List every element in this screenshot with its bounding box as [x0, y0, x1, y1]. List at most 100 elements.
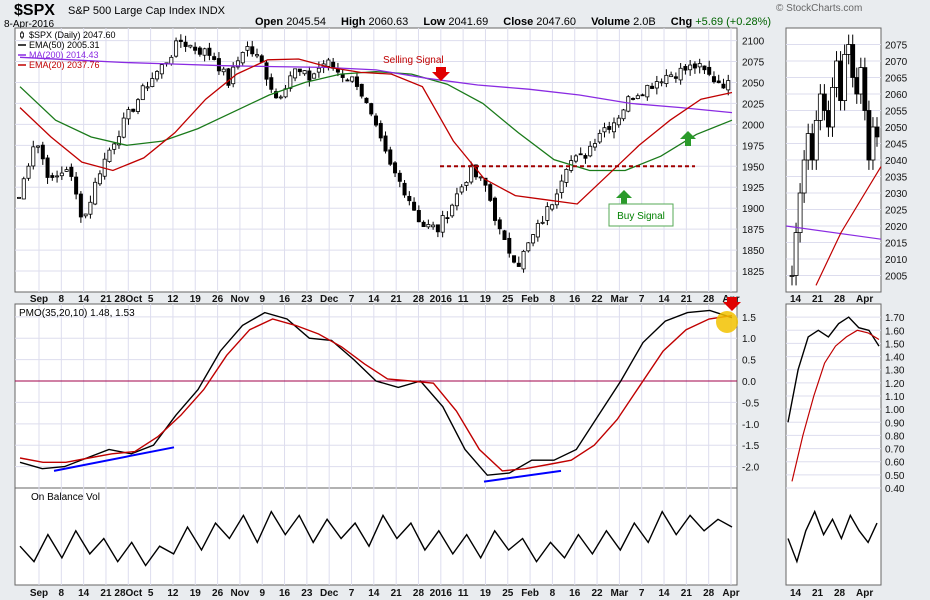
x-tick-label: 19: [480, 294, 492, 305]
candle-body: [83, 213, 88, 217]
x-tick-label: Dec: [320, 294, 339, 305]
candle-body: [302, 70, 307, 75]
candle-body: [454, 193, 459, 207]
pmo-y-tick: 1.5: [742, 313, 756, 324]
candle-body: [393, 162, 398, 174]
series-divergence-2: [483, 469, 562, 483]
price-y-tick: 1950: [742, 162, 765, 173]
inset-pmo-y-tick: 1.60: [885, 326, 905, 337]
candle-body: [688, 64, 693, 71]
candle-body: [259, 55, 264, 63]
candle-body: [188, 44, 193, 48]
x-tick-label: Nov: [230, 294, 249, 305]
x-tick-label: 19: [190, 294, 202, 305]
inset-pmo-y-tick: 0.90: [885, 418, 905, 429]
x-tick-label: 23: [301, 294, 313, 305]
x-tick-label-bottom: 28: [413, 588, 425, 599]
candle-body: [59, 172, 64, 177]
inset-candle-body: [858, 67, 864, 95]
candle-body: [97, 173, 102, 185]
candle-body: [135, 99, 140, 112]
inset-candle-body: [866, 110, 872, 161]
x-tick-label-bottom: 7: [639, 588, 645, 599]
inset-candle-body: [801, 159, 807, 194]
inset-price-y-tick: 2030: [885, 189, 908, 200]
candle-body: [526, 242, 531, 252]
candle-body: [426, 224, 431, 228]
candle-body: [312, 73, 317, 79]
x-tick-label: 21: [681, 294, 693, 305]
pmo-y-tick: -2.0: [742, 463, 760, 474]
inset-price-y-tick: 2035: [885, 173, 908, 184]
candle-body: [492, 197, 497, 221]
price-panel-bg: [14, 27, 738, 293]
x-tick-label: 21: [391, 294, 403, 305]
x-tick-label-bottom: Sep: [30, 588, 48, 599]
candle-body: [174, 40, 179, 57]
candle-body: [354, 76, 359, 87]
candle-body: [631, 98, 636, 100]
inset-pmo-signal: [791, 329, 880, 482]
inset-obv-line: [787, 509, 878, 564]
candle-body: [664, 74, 669, 84]
x-tick-label-bottom: 9: [259, 588, 265, 599]
open-stat: Open 2045.54: [255, 16, 326, 28]
candle-body: [545, 206, 550, 221]
inset-candle-body: [826, 110, 831, 128]
inset-x-tick: 28: [834, 294, 846, 305]
pmo-y-tick: 0.5: [742, 356, 756, 367]
exchange-code: INDX: [198, 5, 225, 17]
inset-x-tick: 21: [812, 294, 824, 305]
candle-body: [140, 85, 145, 101]
series-signal: [19, 314, 733, 472]
pmo-y-tick: -1.0: [742, 420, 760, 431]
candle-body: [169, 56, 174, 65]
candle-body: [264, 62, 269, 80]
price-y-tick: 2100: [742, 37, 765, 48]
inset-price-y-tick: 2015: [885, 239, 908, 250]
candle-body: [635, 95, 640, 99]
candle-body: [726, 80, 731, 91]
price-plot: [16, 34, 882, 286]
candle-body: [269, 77, 274, 90]
inset-pmo-y-tick: 1.50: [885, 339, 905, 350]
candle-body: [293, 68, 298, 79]
candle-body: [445, 217, 450, 220]
price-y-tick: 2075: [742, 58, 765, 69]
x-tick-label: 16: [569, 294, 581, 305]
inset-price-y-tick: 2075: [885, 41, 908, 52]
inset-candle-body: [854, 77, 860, 95]
inset-candle-body: [846, 44, 852, 55]
inset-candle-body: [821, 93, 827, 111]
candle-body: [640, 94, 645, 97]
candle-body: [692, 63, 697, 69]
candle-body: [516, 262, 521, 267]
candle-body: [197, 47, 202, 55]
candle-body: [364, 97, 369, 104]
candle-body: [207, 47, 212, 56]
obv-panel-bg: [14, 487, 738, 586]
candle-body: [150, 78, 155, 87]
obv-title: On Balance Vol: [31, 492, 100, 503]
candle-body: [702, 65, 707, 71]
candle-body: [45, 157, 50, 178]
inset-x-tick-bottom: 21: [812, 588, 824, 599]
inset-price-y-tick: 2045: [885, 140, 908, 151]
candle-body: [483, 177, 488, 186]
candle-body: [607, 126, 612, 130]
inset-candle-body: [842, 54, 848, 102]
candle-body: [573, 155, 578, 162]
candle-body: [274, 91, 279, 99]
inset-price-y-tick: 2050: [885, 123, 908, 134]
inset-candle-body: [797, 192, 803, 233]
candle-body: [383, 135, 388, 152]
candle-body: [297, 68, 302, 73]
candle-body: [26, 165, 31, 179]
candle-body: [521, 250, 526, 270]
x-tick-label: 5: [148, 294, 154, 305]
ohlc-summary: Open 2045.54 High 2060.63 Low 2041.69 Cl…: [255, 16, 783, 28]
price-y-tick: 2025: [742, 99, 765, 110]
candle-body: [612, 122, 617, 133]
x-tick-label-bottom: 14: [658, 588, 670, 599]
candle-body: [335, 68, 340, 73]
